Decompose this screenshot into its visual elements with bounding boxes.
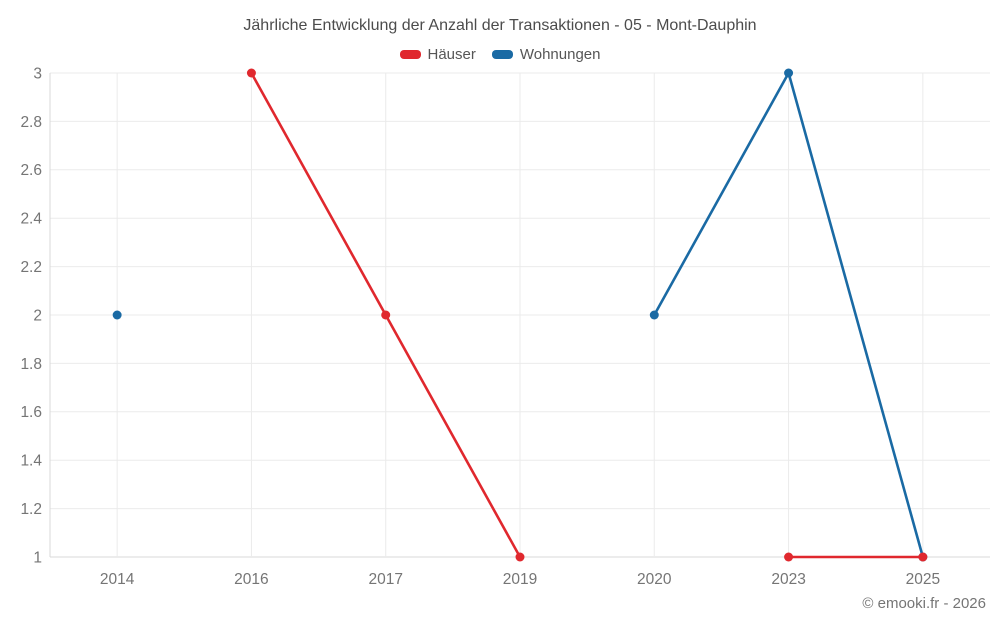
y-tick-label: 1	[33, 549, 42, 566]
data-point-haeuser-2019[interactable]	[515, 552, 525, 562]
x-tick-label: 2023	[771, 571, 805, 588]
data-point-wohnungen-2023[interactable]	[784, 68, 794, 78]
x-tick-label: 2016	[234, 571, 268, 588]
y-tick-label: 2.2	[20, 259, 42, 276]
data-point-haeuser-2025[interactable]	[918, 552, 928, 562]
data-point-wohnungen-2014[interactable]	[112, 310, 122, 320]
data-point-haeuser-2023[interactable]	[784, 552, 794, 562]
y-tick-label: 3	[33, 65, 42, 82]
x-tick-label: 2017	[368, 571, 402, 588]
y-tick-label: 2.6	[20, 162, 42, 179]
y-tick-label: 2.4	[20, 211, 42, 228]
chart-title: Jährliche Entwicklung der Anzahl der Tra…	[243, 17, 757, 34]
legend-swatch-wohnungen	[491, 50, 513, 59]
watermark: © emooki.fr - 2026	[862, 595, 986, 612]
series-haeuser	[246, 68, 928, 562]
gridlines	[49, 72, 990, 558]
legend: Häuser Wohnungen	[0, 46, 1000, 63]
series-wohnungen	[112, 68, 928, 562]
data-point-wohnungen-2020[interactable]	[649, 310, 659, 320]
x-axis-labels: 2014 2016 2017 2019 2020 2023 2025	[100, 571, 940, 588]
y-axis-labels: 1 1.2 1.4 1.6 1.8 2 2.2 2.4 2.6 2.8 3	[20, 65, 42, 566]
data-point-haeuser-2017[interactable]	[381, 310, 391, 320]
y-tick-label: 1.6	[20, 404, 42, 421]
legend-label-haeuser: Häuser	[427, 46, 476, 63]
y-tick-label: 1.4	[20, 453, 42, 470]
data-point-haeuser-2016[interactable]	[246, 68, 256, 78]
y-tick-label: 1.8	[20, 356, 42, 373]
x-tick-label: 2025	[906, 571, 940, 588]
x-tick-label: 2014	[100, 571, 135, 588]
x-tick-label: 2020	[637, 571, 672, 588]
legend-label-wohnungen: Wohnungen	[519, 46, 601, 63]
x-tick-label: 2019	[503, 571, 537, 588]
y-tick-label: 2	[33, 307, 42, 324]
y-tick-label: 2.8	[20, 114, 42, 131]
legend-item-wohnungen[interactable]: Wohnungen	[491, 46, 601, 63]
y-tick-label: 1.2	[20, 501, 42, 518]
legend-swatch-haeuser	[399, 50, 421, 59]
legend-item-haeuser[interactable]: Häuser	[399, 46, 476, 63]
